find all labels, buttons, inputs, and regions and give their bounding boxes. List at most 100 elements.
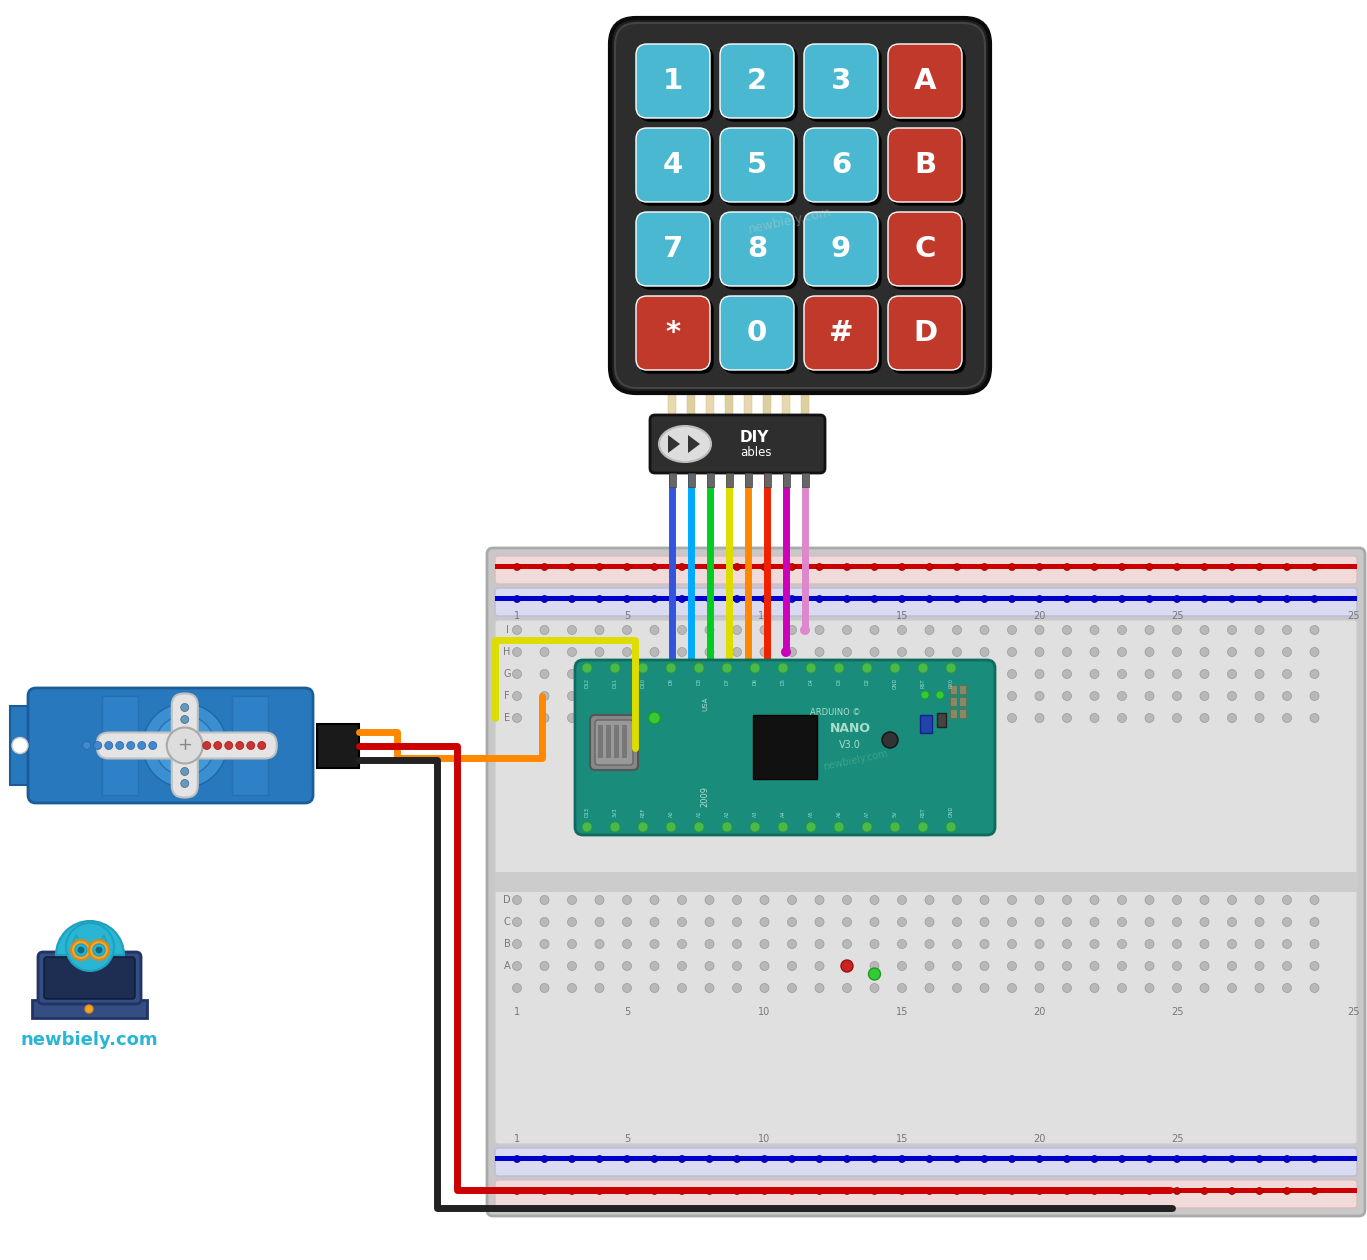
Circle shape [1200, 940, 1208, 949]
Text: D11: D11 [612, 678, 618, 688]
Circle shape [1146, 713, 1154, 722]
Circle shape [1146, 563, 1152, 571]
Circle shape [980, 940, 988, 949]
Circle shape [622, 692, 632, 701]
Circle shape [167, 727, 202, 764]
Circle shape [85, 1005, 93, 1013]
Circle shape [871, 1155, 878, 1163]
Circle shape [1200, 648, 1208, 656]
Circle shape [1173, 917, 1181, 926]
Circle shape [540, 713, 550, 722]
Circle shape [705, 625, 714, 635]
Circle shape [513, 896, 521, 905]
Circle shape [1007, 713, 1017, 722]
Circle shape [869, 625, 879, 635]
Circle shape [919, 663, 928, 673]
FancyBboxPatch shape [807, 299, 880, 373]
Circle shape [842, 896, 852, 905]
Circle shape [982, 1187, 988, 1194]
Circle shape [651, 1187, 658, 1194]
Circle shape [871, 596, 878, 602]
Circle shape [567, 625, 577, 635]
Circle shape [127, 741, 135, 750]
Circle shape [1009, 596, 1016, 602]
Circle shape [1062, 692, 1072, 701]
Circle shape [1173, 713, 1181, 722]
Circle shape [567, 961, 577, 970]
Circle shape [514, 563, 521, 571]
Circle shape [760, 692, 770, 701]
FancyBboxPatch shape [720, 212, 794, 286]
Circle shape [667, 779, 677, 789]
Circle shape [869, 713, 879, 722]
Circle shape [678, 917, 686, 926]
Circle shape [1035, 984, 1044, 993]
Circle shape [1036, 1187, 1043, 1194]
Circle shape [868, 968, 880, 980]
Circle shape [595, 692, 604, 701]
Bar [950, 685, 957, 694]
Circle shape [678, 940, 686, 949]
Circle shape [666, 822, 677, 832]
Circle shape [834, 663, 843, 673]
Circle shape [622, 917, 632, 926]
Circle shape [1118, 563, 1125, 571]
Circle shape [1202, 1187, 1208, 1194]
Text: newbiely.com: newbiely.com [748, 205, 833, 236]
Circle shape [1173, 984, 1181, 993]
Text: D3: D3 [837, 678, 842, 685]
Circle shape [1310, 669, 1319, 678]
Circle shape [1229, 1155, 1236, 1163]
Circle shape [116, 741, 124, 750]
Circle shape [815, 940, 824, 949]
Circle shape [1282, 692, 1292, 701]
Circle shape [898, 961, 906, 970]
Text: I: I [506, 625, 509, 635]
Circle shape [1146, 917, 1154, 926]
Circle shape [595, 984, 604, 993]
Circle shape [258, 741, 265, 750]
Circle shape [1200, 692, 1208, 701]
Circle shape [815, 961, 824, 970]
Text: 25: 25 [1170, 611, 1184, 621]
Circle shape [869, 961, 879, 970]
Circle shape [1117, 917, 1126, 926]
Text: 2: 2 [746, 67, 767, 94]
Ellipse shape [659, 426, 711, 462]
Circle shape [1228, 669, 1237, 678]
Circle shape [1228, 625, 1237, 635]
Circle shape [1035, 692, 1044, 701]
Text: 25: 25 [1346, 611, 1359, 621]
Circle shape [540, 984, 550, 993]
Circle shape [1146, 1187, 1152, 1194]
Bar [960, 709, 966, 718]
Circle shape [541, 1155, 548, 1163]
Text: +: + [178, 737, 193, 755]
Circle shape [980, 625, 988, 635]
Circle shape [1007, 961, 1017, 970]
Circle shape [980, 896, 988, 905]
Circle shape [1062, 625, 1072, 635]
Circle shape [760, 648, 770, 656]
Circle shape [863, 822, 872, 832]
Circle shape [705, 735, 715, 745]
Circle shape [622, 669, 632, 678]
Circle shape [1007, 940, 1017, 949]
Circle shape [1064, 596, 1070, 602]
Text: 6: 6 [831, 151, 852, 179]
Circle shape [1310, 984, 1319, 993]
Circle shape [1311, 1187, 1318, 1194]
Circle shape [953, 648, 961, 656]
Circle shape [1036, 563, 1043, 571]
Circle shape [1007, 896, 1017, 905]
Circle shape [1202, 596, 1208, 602]
Circle shape [1229, 1187, 1236, 1194]
Circle shape [1282, 669, 1292, 678]
Text: A4: A4 [781, 810, 786, 816]
Circle shape [705, 961, 714, 970]
Circle shape [567, 713, 577, 722]
Circle shape [789, 563, 796, 571]
Circle shape [540, 961, 550, 970]
Circle shape [648, 712, 660, 724]
Bar [801, 393, 809, 415]
